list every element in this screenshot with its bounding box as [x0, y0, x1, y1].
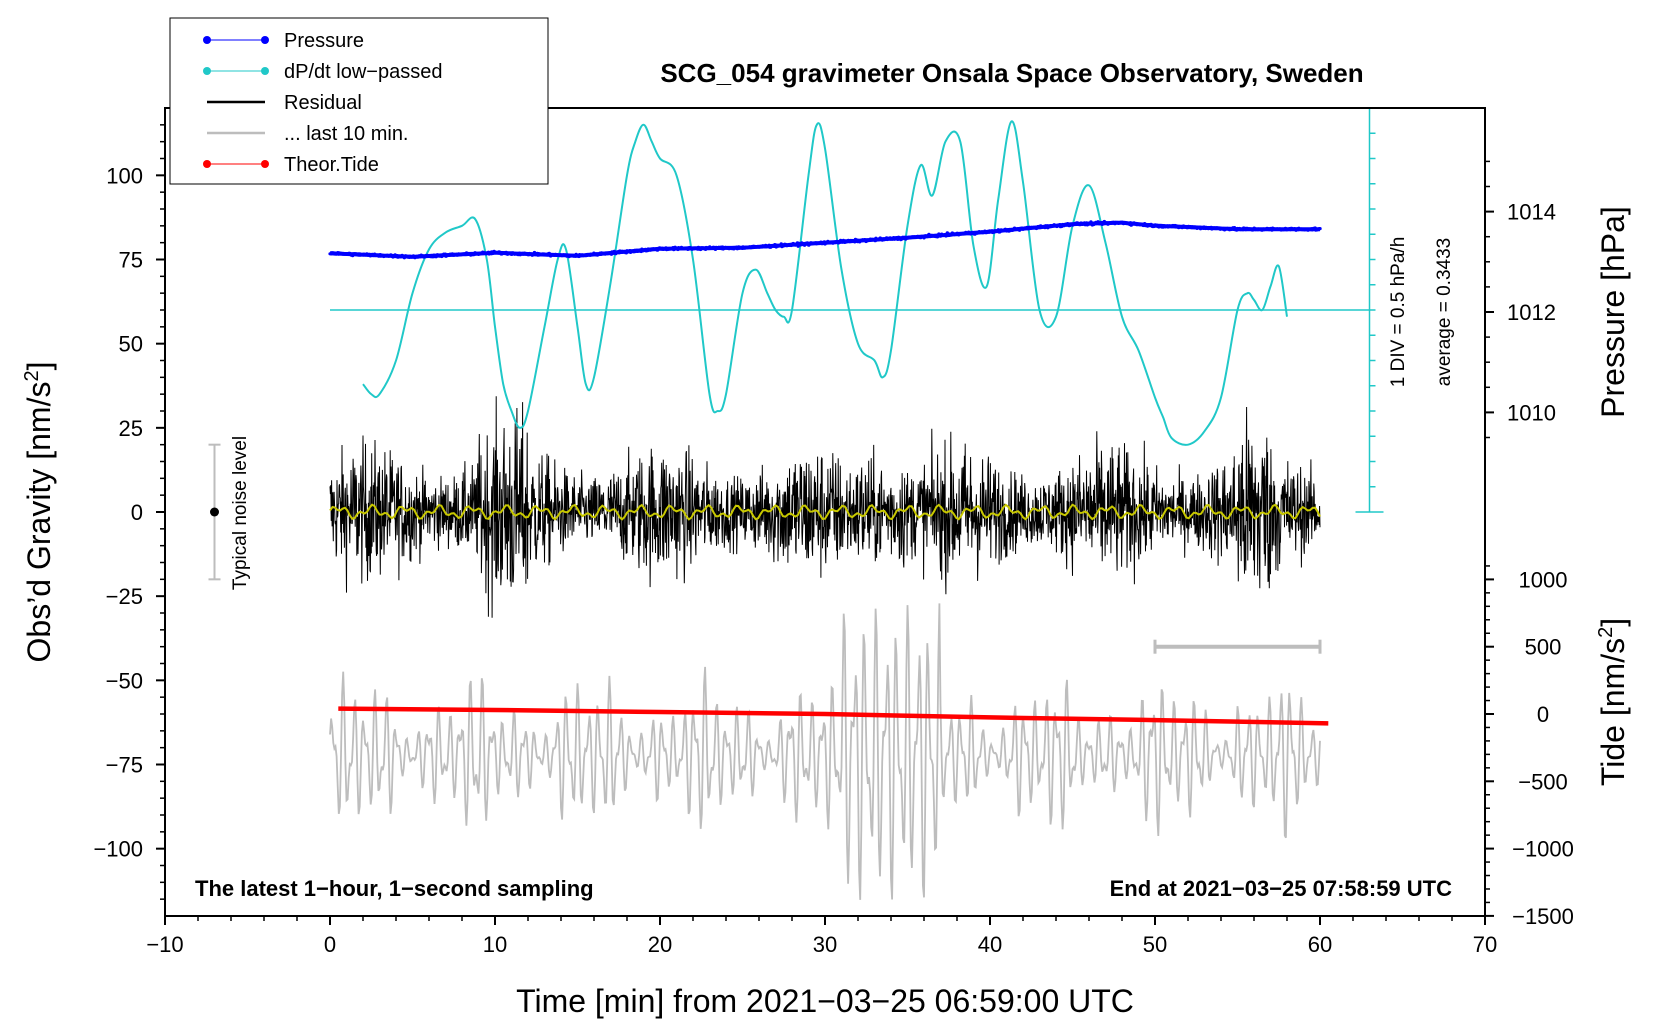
axis-ticks: −10 0 10 20 30 40 50 60 701007550250−25−50−75−10…	[93, 124, 1574, 957]
noise-level-dot	[210, 507, 219, 517]
tide-tick-label: 1000	[1519, 567, 1568, 592]
gravity-tick-label: 0	[131, 500, 143, 525]
legend-marker	[261, 67, 269, 75]
residual-lowpass-series	[329, 503, 1321, 521]
legend-label: ... last 10 min.	[284, 123, 409, 145]
tide-tick-label: 0	[1537, 702, 1549, 727]
pressure-series	[328, 219, 1322, 260]
x-tick-label: 0	[324, 932, 336, 957]
pressure-tick-label: 1014	[1507, 200, 1556, 225]
x-tick-label: 50	[1143, 932, 1167, 957]
noise-level-label: Typical noise level	[230, 436, 251, 590]
gravity-tick-label: −75	[106, 753, 143, 778]
x-tick-label: 40	[978, 932, 1002, 957]
chart-title: SCG_054 gravimeter Onsala Space Observat…	[660, 58, 1363, 88]
gravity-tick-label: 100	[106, 163, 143, 188]
x-tick-label: 60	[1308, 932, 1332, 957]
x-tick-label: 70	[1473, 932, 1497, 957]
gravity-tick-label: 50	[119, 332, 143, 357]
legend-label: dP/dt low−passed	[284, 61, 442, 83]
legend-label: Theor.Tide	[284, 154, 379, 176]
legend-marker	[261, 160, 269, 168]
legend-marker	[203, 160, 211, 168]
pressure-points	[328, 219, 1322, 260]
x-tick-label: 30	[813, 932, 837, 957]
annotations	[208, 107, 1384, 654]
theoretical-tide-series	[338, 706, 1329, 726]
y-axis-left-title: Obs’d Gravity [nm/s2]	[21, 362, 57, 663]
x-tick-label: 20	[648, 932, 672, 957]
residual-line	[329, 396, 1321, 618]
legend: Pressure dP/dt low−passed Residual ... last…	[169, 17, 549, 185]
div-label: 1 DIV = 0.5 hPa/h	[1388, 237, 1409, 388]
tide-line	[338, 706, 1329, 726]
bottom-right-note: End at 2021−03−25 07:58:59 UTC	[1110, 876, 1453, 901]
legend-marker	[261, 36, 269, 44]
residual-lowpass-line	[329, 503, 1321, 521]
tide-tick-label: 500	[1525, 635, 1562, 660]
x-tick-label: 10	[483, 932, 507, 957]
gravity-tick-label: 75	[119, 248, 143, 273]
legend-label: Pressure	[284, 30, 364, 52]
tide-tick-label: −1000	[1512, 837, 1574, 862]
x-tick-label: −10	[146, 932, 183, 957]
legend-label: Residual	[284, 92, 362, 114]
dpdt-line	[362, 120, 1288, 446]
tide-tick-label: −1500	[1512, 904, 1574, 929]
dpdt-series	[362, 120, 1288, 446]
gravity-tick-label: 25	[119, 416, 143, 441]
tide-tick-label: −500	[1518, 769, 1568, 794]
y-axis-tide-title: Tide [nm/s2]	[1595, 618, 1631, 786]
pressure-tick-label: 1010	[1507, 400, 1556, 425]
gravity-tick-label: −100	[93, 837, 143, 862]
bottom-left-note: The latest 1−hour, 1−second sampling	[195, 876, 594, 901]
average-label: average = 0.3433	[1434, 238, 1455, 386]
y-axis-pressure-title: Pressure [hPa]	[1595, 206, 1631, 418]
gravity-tick-label: −25	[106, 584, 143, 609]
gravity-tick-label: −50	[106, 668, 143, 693]
pressure-tick-label: 1012	[1507, 300, 1556, 325]
residual-series	[329, 396, 1321, 618]
legend-marker	[203, 67, 211, 75]
x-axis-title: Time [min] from 2021−03−25 06:59:00 UTC	[516, 983, 1134, 1019]
legend-marker	[203, 36, 211, 44]
